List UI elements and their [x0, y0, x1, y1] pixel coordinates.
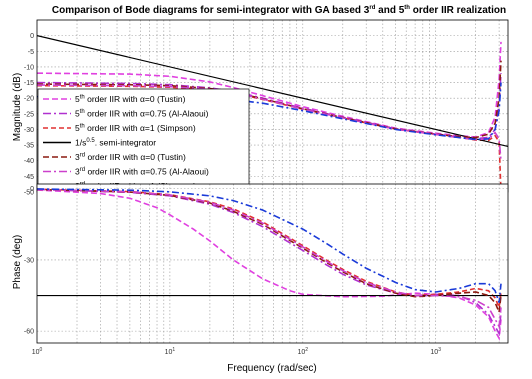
magnitude-y-tick-label: -25	[24, 111, 34, 118]
series-line-p3_tustin	[37, 188, 502, 316]
phase-panel: 0 -30 -60 100 101 102 103	[24, 183, 509, 356]
magnitude-axis-label: Magnitude (dB)	[12, 73, 23, 141]
phase-y-tick-label: 0	[30, 186, 34, 193]
magnitude-y-tick-label: -5	[28, 49, 34, 56]
legend-entry-s5_tustin: 5th order IIR with α=0 (Tustin)	[75, 94, 186, 104]
series-line-s3_alaoui	[37, 84, 502, 161]
series-line-p5_tustin	[37, 189, 502, 341]
x-tick-label: 102	[298, 347, 309, 356]
phase-series-group	[37, 188, 508, 341]
magnitude-y-tick-label: -40	[24, 158, 34, 165]
x-tick-label: 100	[32, 347, 43, 356]
series-line-p3_simpson	[37, 188, 502, 303]
x-tick-label: 103	[430, 347, 441, 356]
magnitude-y-tick-label: -45	[24, 174, 34, 181]
legend-box	[37, 88, 250, 197]
series-line-s5_tustin	[37, 41, 502, 138]
series-line-p3_alaoui	[37, 188, 502, 330]
magnitude-y-tick-label: -35	[24, 143, 34, 150]
chart-title-part: order IIR realization	[410, 5, 506, 16]
series-line-s5_alaoui	[37, 73, 502, 140]
magnitude-y-tick-label: -30	[24, 127, 34, 134]
legend-entry-s5_alaoui: 5th order IIR with α=0.75 (Al-Alaoui)	[75, 109, 209, 119]
series-line-p5_alaoui	[37, 188, 502, 337]
legend-entry-s3_tustin: 3rd order IIR with α=0 (Tustin)	[75, 152, 186, 162]
legend-entry-s_ideal: 1/s0.5. semi-integrator	[75, 138, 156, 148]
magnitude-series-group	[37, 35, 508, 192]
chart-title-part: Comparison of Bode diagrams for semi-int…	[52, 5, 370, 16]
magnitude-y-tick-label: -50	[24, 190, 34, 197]
frequency-axis-label: Frequency (rad/sec)	[227, 363, 316, 374]
legend-entry-s3_alaoui: 3rd order IIR with α=0.75 (Al-Alaoui)	[75, 167, 209, 177]
chart-title-sup: rd	[369, 5, 375, 11]
phase-axes-frame	[36, 183, 509, 344]
chart-title-part: and 5	[375, 5, 404, 16]
x-tick-label: 101	[165, 347, 176, 356]
magnitude-y-tick-label: -20	[24, 96, 34, 103]
phase-plot-area	[37, 184, 508, 343]
series-line-s3_simpson	[37, 82, 502, 141]
legend-entry-s5_simpson: 5th order IIR with α=1 (Simpson)	[75, 123, 196, 133]
magnitude-y-tick-label: -10	[24, 64, 34, 71]
phase-y-tick-label: -30	[24, 257, 34, 264]
magnitude-y-tick-label: -15	[24, 80, 34, 87]
legend: 5th order IIR with α=0 (Tustin) 5th order…	[37, 88, 250, 197]
chart-title-sup: th	[404, 5, 410, 11]
phase-axis-label: Phase (deg)	[12, 235, 23, 289]
series-line-s_ideal	[37, 35, 508, 148]
phase-y-tick-label: -60	[24, 329, 34, 336]
magnitude-y-tick-label: 0	[30, 33, 34, 40]
series-line-p5_simpson	[37, 188, 502, 311]
chart-title: Comparison of Bode diagrams for semi-int…	[52, 5, 506, 16]
